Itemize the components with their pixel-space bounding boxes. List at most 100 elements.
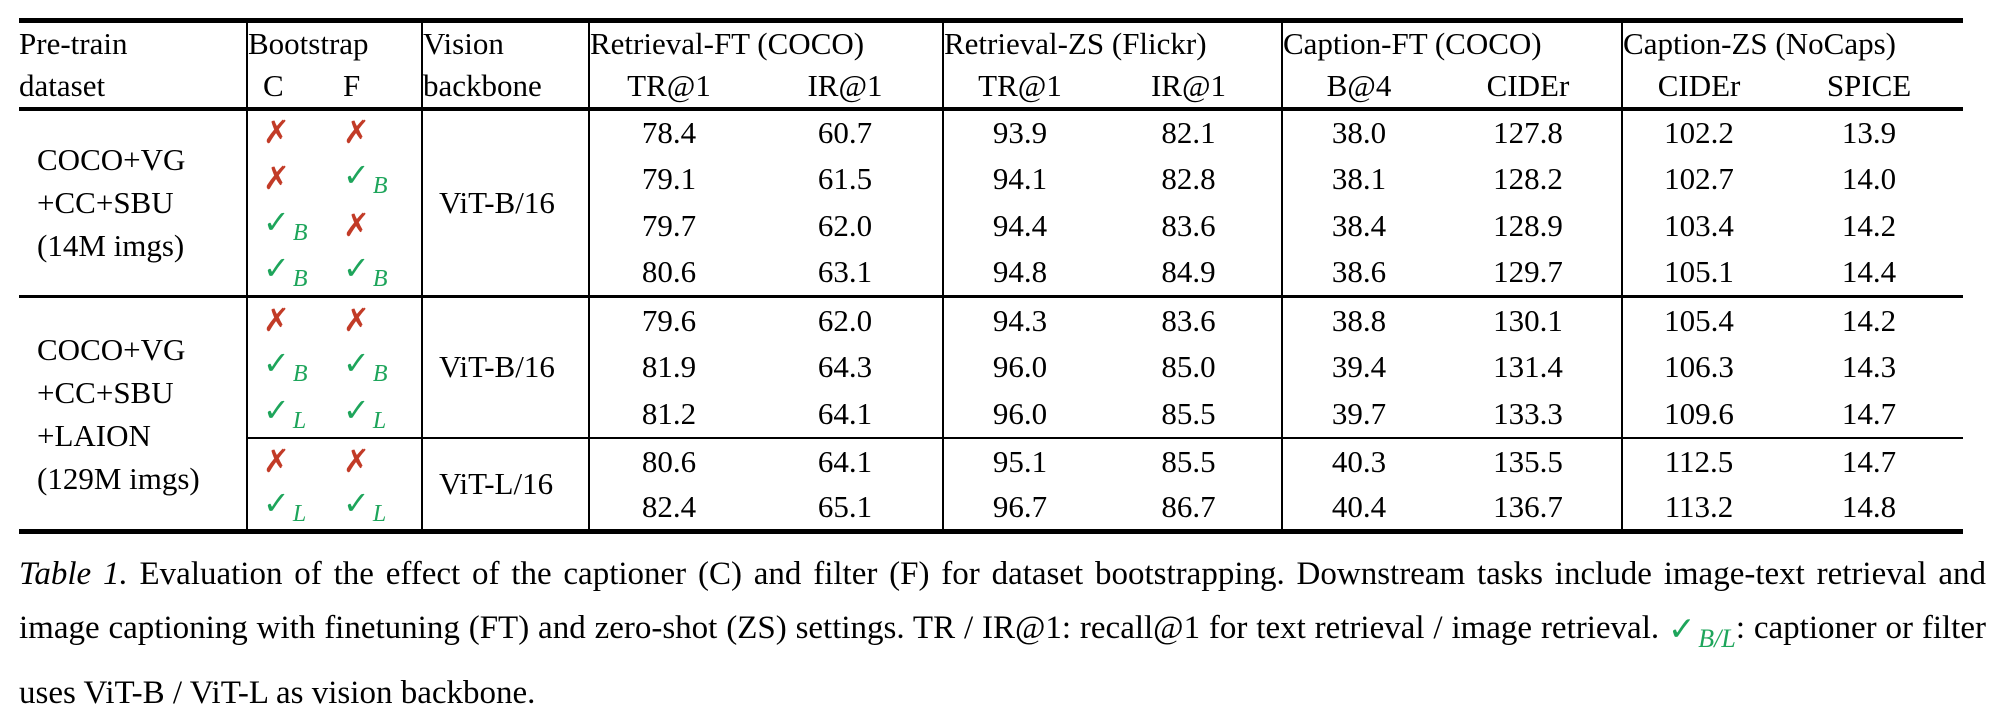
header-pretrain-line2: dataset [19,64,247,111]
dataset-line: (129M imgs) [37,460,200,496]
metric-value: 96.7 [942,484,1096,532]
table-row: ✓ B ✓ B 81.9 64.3 96.0 85.0 39.4 131.4 106… [19,343,1963,391]
metric-value: 94.8 [942,249,1096,297]
metric-value: 64.1 [748,436,943,485]
metric-value: 112.5 [1621,436,1776,485]
metric-value: 82.1 [1161,115,1216,150]
metric-value: 128.9 [1493,208,1563,243]
metric-value: 85.5 [1161,395,1216,431]
metric-value: 86.7 [1161,488,1216,524]
filter-mark: ✓ L [335,391,422,438]
check-mark-icon: ✓ [263,344,290,382]
metric-value: 96.0 [942,343,1096,391]
metric-value: 14.2 [1775,295,1964,344]
metric-value: 63.1 [817,254,873,290]
captioner-mark: ✗ [246,295,335,344]
check-subscript: B [292,266,308,293]
table-row: ✓ B ✓ B 80.6 63.1 94.8 84.9 38.6 129.7 105… [19,249,1963,297]
metric-value: 79.1 [588,155,748,203]
header-row-groups: Pre-train Bootstrap Vision Retrieval-FT … [19,20,1964,65]
header-filter-f: F [335,64,422,111]
header-retrieval-ft: Retrieval-FT (COCO) [588,20,943,65]
header-row-metrics: dataset C F backbone TR@1 IR@1 TR@1 IR@1… [19,64,1964,111]
cross-mark-icon: ✗ [343,206,370,244]
dataset-line: (14M imgs) [37,228,185,264]
metric-value: 14.8 [1841,488,1897,524]
metric-value: 14.7 [1775,436,1964,485]
metric-value: 38.0 [1281,108,1435,156]
metric-value: 95.1 [942,436,1096,485]
captioner-mark: ✓ B [246,249,335,297]
filter-mark: ✓ L [335,485,422,532]
metric-value: 133.3 [1493,395,1563,431]
metric-value: 78.4 [588,108,748,156]
metric-value: 113.2 [1621,484,1776,532]
check-subscript: B [292,220,308,246]
metric-value: 94.1 [942,155,1096,203]
metric-value: 84.9 [1161,254,1216,290]
filter-mark: ✓ B [335,250,422,297]
captioner-mark: ✓ L [246,390,335,438]
metric-value: 14.4 [1841,254,1897,290]
table-row: COCO+VG +CC+SBU (14M imgs) ✗ ✗ ViT-B/16 … [19,108,1963,297]
metric-value: 62.0 [817,208,873,243]
captioner-mark: ✓ B [246,343,335,391]
metric-value: 85.0 [1161,349,1216,384]
check-subscript: B [372,173,388,199]
header-caption-ft: Caption-FT (COCO) [1280,20,1623,65]
filter-mark: ✗ [335,109,422,156]
metric-value: 14.2 [1841,208,1897,243]
check-mark-icon: ✓ [263,203,290,241]
metric-value: 106.3 [1621,343,1776,391]
check-subscript: L [372,500,387,527]
metric-value: 40.4 [1281,484,1435,532]
caption-text-before: Evaluation of the effect of the captione… [19,556,1987,646]
cross-mark-icon: ✗ [263,113,290,151]
metric-value: 93.9 [942,108,1096,156]
metric-value: 79.7 [588,202,748,250]
check-mark-icon: ✓ [343,156,370,194]
metric-value: 129.7 [1493,254,1563,290]
page: Pre-train Bootstrap Vision Retrieval-FT … [0,18,2006,720]
header-pretrain-line1: Pre-train [19,25,128,61]
table-row: ✓ B ✗ 79.7 62.0 94.4 83.6 38.4 128.9 103.… [19,202,1963,250]
metric-value: 38.8 [1281,295,1435,344]
check-subscript: B [372,361,388,387]
caption-table-label: Table 1. [19,556,128,592]
header-spice: SPICE [1775,64,1964,111]
metric-value: 136.7 [1493,488,1563,524]
captioner-mark: ✗ [246,155,335,203]
filter-mark: ✓ B [335,156,422,203]
metric-value: 14.0 [1841,161,1897,196]
check-mark-icon: ✓ [263,390,290,429]
check-mark-icon: ✓ [1667,609,1697,648]
metric-value: 80.6 [588,249,748,297]
metric-value: 94.4 [942,202,1096,250]
metric-value: 81.2 [588,390,748,438]
cross-mark-icon: ✗ [263,441,290,480]
header-cider-nocaps: CIDEr [1621,64,1776,111]
metric-value: 39.7 [1281,390,1435,438]
backbone-label: ViT-B/16 [421,108,589,297]
header-vision-line2: backbone [421,64,589,111]
metric-value: 85.5 [1096,436,1282,485]
metric-value: 105.4 [1621,295,1776,344]
metric-value: 103.4 [1621,202,1776,250]
table-caption: Table 1. Evaluation of the effect of the… [19,547,1986,720]
table-row: ✓ L ✓ L 82.4 65.1 96.7 86.7 40.4 136.7 113… [19,483,1963,532]
metric-value: 79.6 [588,295,748,344]
check-mark-icon: ✓ [343,390,370,429]
check-subscript: L [292,407,307,434]
metric-value: 65.1 [817,488,873,524]
metric-value: 82.4 [588,484,748,532]
table-row: COCO+VG +CC+SBU +LAION (129M imgs) ✗ ✗ V… [19,295,1964,532]
captioner-mark: ✗ [246,436,335,485]
metric-value: 14.7 [1841,395,1897,431]
caption-check-subscript: B/L [1698,624,1736,653]
filter-mark: ✗ [335,436,422,485]
dataset-line: +CC+SBU [37,185,174,221]
check-mark-icon: ✓ [263,483,290,522]
header-ir1-flickr: IR@1 [1096,64,1282,111]
metric-value: 38.4 [1281,202,1435,250]
metric-value: 82.8 [1161,161,1216,196]
